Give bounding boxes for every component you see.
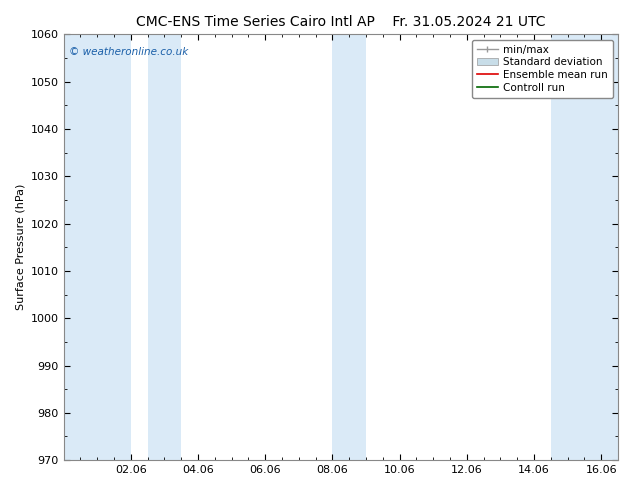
Bar [332, 34, 366, 460]
Title: CMC-ENS Time Series Cairo Intl AP    Fr. 31.05.2024 21 UTC: CMC-ENS Time Series Cairo Intl AP Fr. 31… [136, 15, 546, 29]
Legend: min/max, Standard deviation, Ensemble mean run, Controll run: min/max, Standard deviation, Ensemble me… [472, 40, 613, 98]
Bar [63, 34, 131, 460]
Text: © weatheronline.co.uk: © weatheronline.co.uk [69, 47, 188, 57]
Y-axis label: Surface Pressure (hPa): Surface Pressure (hPa) [15, 184, 25, 311]
Bar [148, 34, 181, 460]
Bar [551, 34, 618, 460]
